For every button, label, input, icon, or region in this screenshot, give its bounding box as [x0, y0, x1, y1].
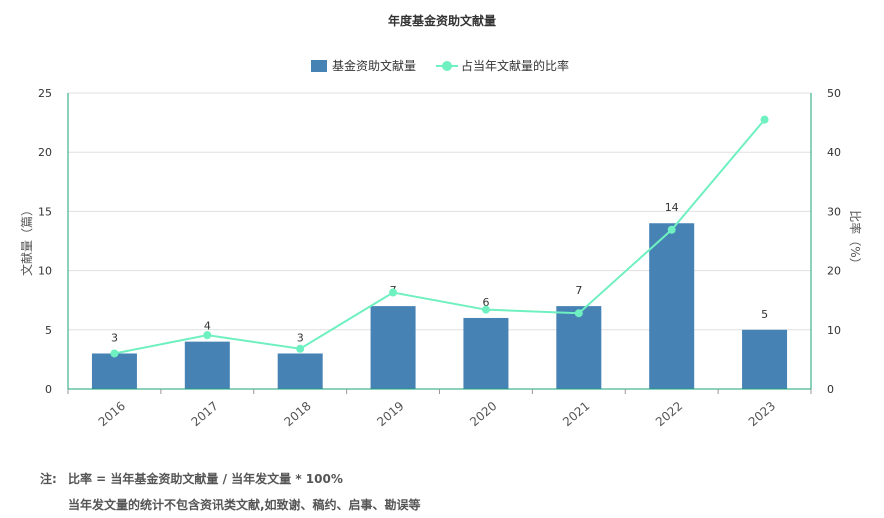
x-tick-label: 2021	[560, 399, 592, 429]
y-left-tick-label: 5	[45, 324, 52, 337]
ratio-line	[114, 118, 766, 355]
bar	[556, 306, 602, 389]
y-right-tick-label: 40	[827, 146, 841, 159]
axes: 0 5 10 15 20 25 0 10 20 30 40 50 2016 2017 2018 2019 202…	[38, 87, 841, 429]
y-right-tick-label: 30	[827, 205, 841, 218]
x-tick-label: 2019	[374, 399, 406, 429]
x-tick-label: 2016	[96, 399, 128, 429]
ratio-point	[574, 309, 583, 318]
y-left-tick-label: 20	[38, 146, 52, 159]
y-right-tick-label: 10	[827, 324, 841, 337]
bar-data-label: 3	[111, 331, 118, 344]
legend-bar-swatch	[311, 60, 327, 72]
bar	[184, 341, 230, 389]
bar	[649, 223, 695, 389]
x-tick-label: 2020	[467, 399, 499, 429]
ratio-point	[110, 349, 119, 358]
y-left-tick-label: 15	[38, 205, 52, 218]
legend: 基金资助文献量 占当年文献量的比率	[311, 58, 569, 73]
bar-data-label: 7	[575, 284, 582, 297]
y-left-tick-label: 25	[38, 87, 52, 100]
ratio-point	[667, 225, 676, 234]
bar-data-label: 3	[297, 331, 304, 344]
notes-line-1: 比率 = 当年基金资助文献量 / 当年发文量 * 100%	[68, 472, 343, 486]
y-axis-right-title: 比率（%）	[848, 210, 863, 269]
bar-data-label: 6	[482, 296, 489, 309]
ratio-point	[481, 305, 490, 314]
x-tick-label: 2018	[281, 399, 313, 429]
bar	[463, 317, 509, 389]
y-right-tick-label: 20	[827, 265, 841, 278]
ratio-point	[296, 344, 305, 353]
y-left-tick-label: 10	[38, 265, 52, 278]
legend-line-marker	[442, 61, 452, 71]
x-tick-label: 2023	[746, 399, 778, 429]
notes-line-2: 当年发文量的统计不包含资讯类文献,如致谢、稿约、启事、勘误等	[68, 498, 421, 512]
line-series	[110, 115, 769, 358]
legend-line-label: 占当年文献量的比率	[461, 58, 569, 73]
bar	[91, 353, 137, 389]
gridlines	[68, 92, 811, 390]
x-tick-label: 2022	[653, 399, 685, 429]
bar-series	[91, 223, 788, 389]
ratio-point	[389, 288, 398, 297]
bar	[277, 353, 323, 389]
chart-notes: 注: 比率 = 当年基金资助文献量 / 当年发文量 * 100% 当年发文量的统…	[40, 466, 421, 518]
x-tick-label: 2017	[189, 399, 221, 429]
y-axis-left-title: 文献量（篇）	[19, 204, 34, 276]
bar	[742, 329, 788, 389]
notes-prefix: 注:	[40, 472, 57, 486]
bar-data-label: 14	[665, 201, 679, 214]
legend-bar-label: 基金资助文献量	[332, 58, 416, 73]
y-left-tick-label: 0	[45, 383, 52, 396]
y-right-tick-label: 50	[827, 87, 841, 100]
chart-title: 年度基金资助文献量	[388, 13, 496, 28]
ratio-point	[760, 115, 769, 124]
bar	[370, 306, 416, 389]
ratio-point	[203, 331, 212, 340]
y-right-tick-label: 0	[827, 383, 834, 396]
bar-data-label: 4	[204, 320, 211, 333]
bar-data-label: 5	[761, 308, 768, 321]
